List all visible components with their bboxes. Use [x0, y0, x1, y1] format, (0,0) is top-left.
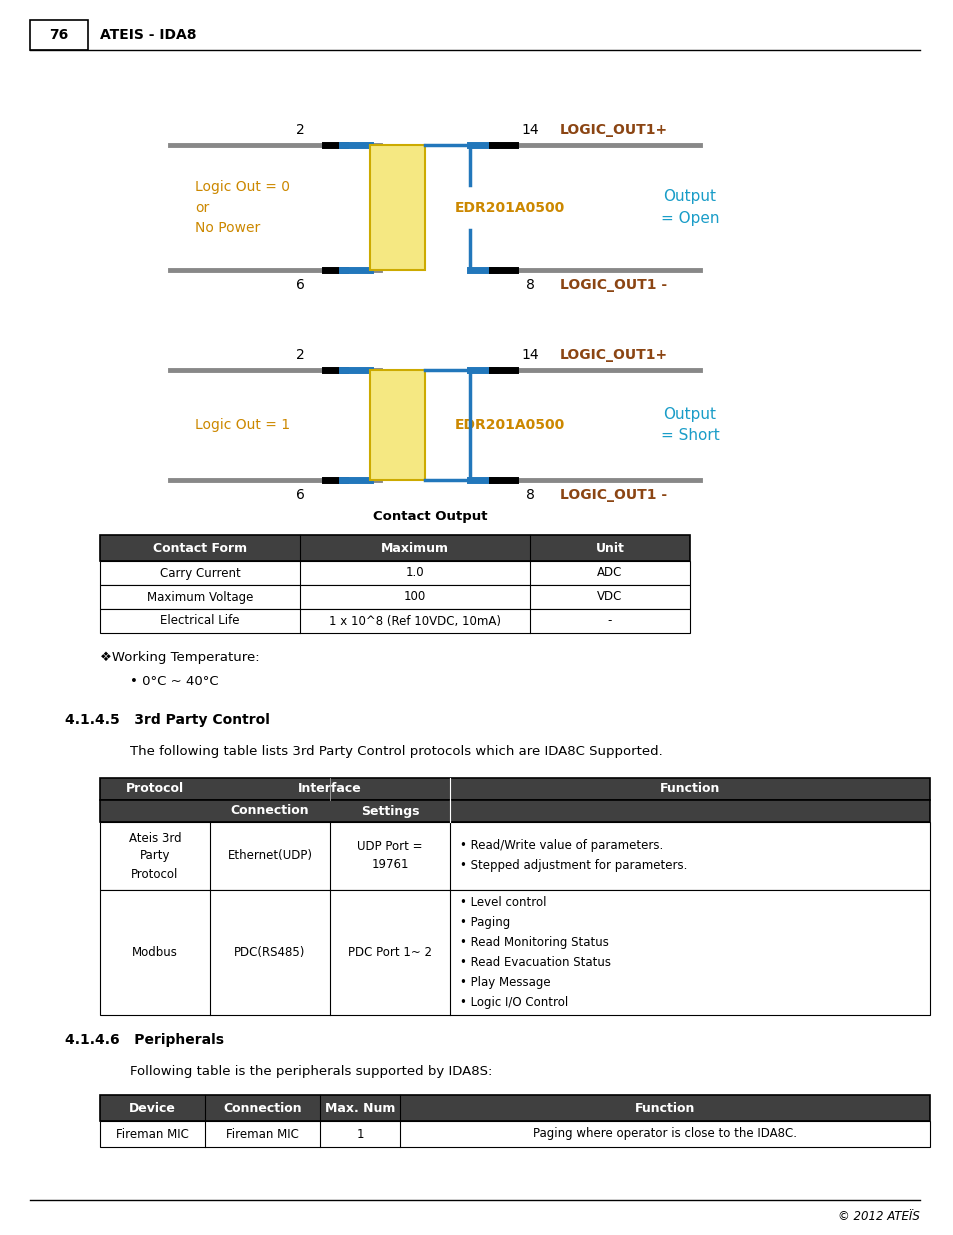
Text: Output
= Short: Output = Short	[659, 408, 719, 443]
Bar	[100, 823, 929, 890]
Text: EDR201A0500: EDR201A0500	[455, 200, 564, 215]
Text: 8: 8	[525, 278, 534, 291]
Text: LOGIC_OUT1 -: LOGIC_OUT1 -	[559, 278, 666, 291]
Text: Maximum: Maximum	[380, 541, 449, 555]
Text: Device: Device	[129, 1102, 175, 1114]
Bar	[100, 609, 689, 634]
Text: Electrical Life: Electrical Life	[160, 615, 239, 627]
Text: Fireman MIC: Fireman MIC	[116, 1128, 189, 1140]
Text: 14: 14	[520, 124, 538, 137]
Text: Paging where operator is close to the IDA8C.: Paging where operator is close to the ID…	[533, 1128, 796, 1140]
Text: Function: Function	[659, 783, 720, 795]
Bar	[100, 561, 689, 585]
Text: Protocol: Protocol	[126, 783, 184, 795]
Text: 4.1.4.5   3rd Party Control: 4.1.4.5 3rd Party Control	[65, 713, 270, 727]
Text: Connection: Connection	[223, 1102, 301, 1114]
Bar	[100, 585, 689, 609]
Text: 2: 2	[295, 348, 304, 362]
Text: 1 x 10^8 (Ref 10VDC, 10mA): 1 x 10^8 (Ref 10VDC, 10mA)	[329, 615, 500, 627]
Text: 14: 14	[520, 348, 538, 362]
Bar	[100, 1121, 929, 1147]
Text: Ateis 3rd
Party
Protocol: Ateis 3rd Party Protocol	[129, 831, 181, 881]
Text: -: -	[607, 615, 612, 627]
Text: ATEIS - IDA8: ATEIS - IDA8	[100, 28, 196, 42]
Bar	[100, 890, 929, 1015]
Text: Logic Out = 0
or
No Power: Logic Out = 0 or No Power	[194, 180, 290, 235]
Text: 4.1.4.6   Peripherals: 4.1.4.6 Peripherals	[65, 1032, 224, 1047]
Text: ADC: ADC	[597, 567, 622, 579]
Text: LOGIC_OUT1+: LOGIC_OUT1+	[559, 124, 667, 137]
Text: Unit: Unit	[595, 541, 624, 555]
Text: VDC: VDC	[597, 590, 622, 604]
Text: ❖Working Temperature:: ❖Working Temperature:	[100, 651, 259, 664]
Text: UDP Port =
19761: UDP Port = 19761	[356, 841, 422, 872]
Text: 8: 8	[525, 488, 534, 501]
Text: Carry Current: Carry Current	[159, 567, 240, 579]
Text: LOGIC_OUT1+: LOGIC_OUT1+	[559, 348, 667, 362]
Text: Logic Out = 1: Logic Out = 1	[194, 417, 290, 432]
Text: Ethernet(UDP): Ethernet(UDP)	[227, 850, 313, 862]
Text: Contact Output: Contact Output	[373, 510, 487, 522]
Text: PDC(RS485): PDC(RS485)	[234, 946, 305, 960]
Bar	[100, 778, 929, 800]
Text: • Level control
• Paging
• Read Monitoring Status
• Read Evacuation Status
• Pla: • Level control • Paging • Read Monitori…	[459, 897, 610, 1009]
Text: 1: 1	[355, 1128, 363, 1140]
Text: Contact Form: Contact Form	[152, 541, 247, 555]
Bar	[100, 1095, 929, 1121]
Text: Connection: Connection	[231, 804, 309, 818]
Text: Maximum Voltage: Maximum Voltage	[147, 590, 253, 604]
Text: LOGIC_OUT1 -: LOGIC_OUT1 -	[559, 488, 666, 501]
Text: 100: 100	[403, 590, 426, 604]
Bar	[30, 20, 88, 49]
Text: PDC Port 1~ 2: PDC Port 1~ 2	[348, 946, 432, 960]
Text: Interface: Interface	[297, 783, 361, 795]
Text: Fireman MIC: Fireman MIC	[226, 1128, 298, 1140]
Text: Output
= Open: Output = Open	[660, 189, 719, 226]
Text: The following table lists 3rd Party Control protocols which are IDA8C Supported.: The following table lists 3rd Party Cont…	[130, 745, 662, 758]
Text: Function: Function	[634, 1102, 695, 1114]
Text: Following table is the peripherals supported by IDA8S:: Following table is the peripherals suppo…	[130, 1065, 492, 1078]
Text: Settings: Settings	[360, 804, 418, 818]
Text: 2: 2	[295, 124, 304, 137]
Text: Max. Num: Max. Num	[324, 1102, 395, 1114]
Text: • Read/Write value of parameters.
• Stepped adjustment for parameters.: • Read/Write value of parameters. • Step…	[459, 840, 687, 872]
Text: Modbus: Modbus	[132, 946, 178, 960]
Text: 1.0: 1.0	[405, 567, 424, 579]
Text: 6: 6	[295, 488, 304, 501]
Bar	[370, 370, 424, 480]
Text: 6: 6	[295, 278, 304, 291]
Bar	[100, 535, 689, 561]
Text: 76: 76	[50, 28, 69, 42]
Text: • 0°C ~ 40°C: • 0°C ~ 40°C	[130, 676, 218, 688]
Text: © 2012 ATEÏS: © 2012 ATEÏS	[838, 1210, 919, 1223]
Bar	[370, 144, 424, 270]
Bar	[100, 800, 929, 823]
Text: EDR201A0500: EDR201A0500	[455, 417, 564, 432]
